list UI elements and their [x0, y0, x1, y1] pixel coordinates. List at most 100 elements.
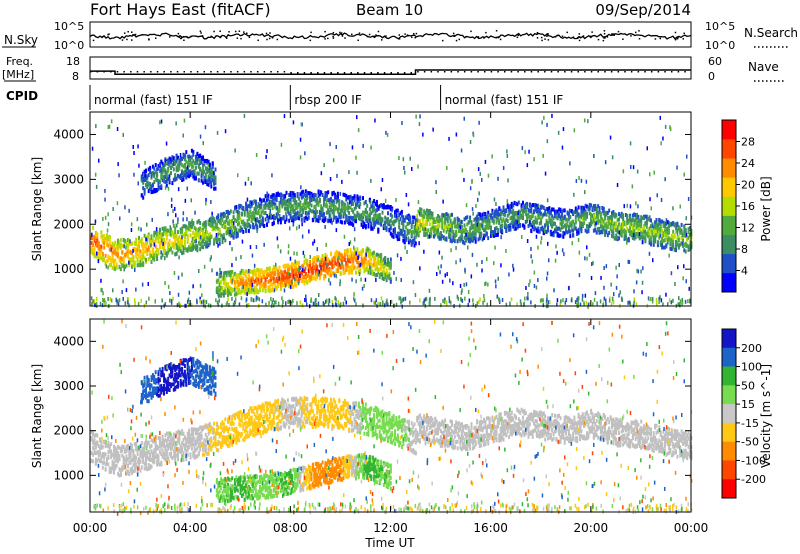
scatter-cell	[154, 230, 157, 235]
scatter-cell	[185, 175, 188, 180]
scatter-cell	[516, 202, 519, 207]
scatter-cell	[446, 213, 449, 218]
scatter-cell	[252, 222, 255, 227]
scatter-cell	[335, 206, 338, 211]
scatter-cell	[174, 159, 177, 164]
scatter-cell	[650, 224, 652, 229]
scatter-cell	[249, 280, 252, 285]
scatter-cell	[151, 183, 154, 188]
noise-search-point	[131, 39, 133, 41]
scatter-cell	[267, 288, 270, 293]
scatter-cell	[204, 233, 207, 238]
scatter-cell	[588, 211, 591, 216]
scatter-cell	[385, 278, 388, 283]
scatter-cell	[346, 208, 349, 213]
scatter-cell	[284, 280, 287, 285]
scatter-cell	[673, 222, 676, 227]
scatter-cell	[672, 235, 675, 240]
scatter-cell	[270, 277, 273, 282]
scatter-cell	[100, 244, 103, 249]
scatter-cell	[167, 160, 170, 165]
scatter-cell	[217, 291, 220, 296]
scatter-cell	[357, 196, 360, 201]
scatter-cell	[474, 224, 477, 229]
scatter-cell	[316, 273, 319, 278]
noise-search-point	[200, 32, 202, 34]
scatter-cell	[318, 272, 321, 277]
scatter-cell	[157, 182, 160, 187]
scatter-cell	[590, 222, 593, 227]
scatter-cell	[640, 230, 643, 235]
scatter-cell	[481, 268, 483, 273]
scatter-cell	[197, 154, 200, 159]
scatter-cell	[186, 186, 188, 191]
nave-point	[483, 71, 486, 73]
scatter-cell	[368, 249, 371, 254]
scatter-cell	[641, 280, 644, 285]
scatter-cell	[284, 219, 287, 224]
scatter-cell	[211, 218, 214, 222]
scatter-cell	[242, 271, 245, 276]
scatter-cell	[299, 213, 302, 218]
scatter-cell	[197, 233, 200, 237]
scatter-cell	[580, 205, 583, 210]
noise-search-point	[499, 38, 502, 41]
scatter-cell	[264, 217, 267, 222]
scatter-cell	[160, 175, 163, 180]
scatter-cell	[384, 198, 387, 203]
scatter-cell	[581, 209, 584, 214]
scatter-cell	[278, 281, 281, 286]
scatter-cell	[650, 242, 652, 247]
scatter-cell	[206, 170, 209, 174]
scatter-cell	[485, 231, 488, 236]
scatter-cell	[552, 221, 555, 226]
scatter-cell	[651, 230, 654, 235]
scatter-cell	[257, 210, 260, 215]
nave-point	[323, 72, 326, 74]
scatter-cell	[581, 224, 584, 228]
scatter-cell	[138, 241, 140, 246]
scatter-cell	[186, 154, 189, 159]
scatter-cell	[143, 191, 146, 196]
scatter-cell	[135, 251, 138, 256]
scatter-cell	[183, 235, 186, 240]
scatter-cell	[192, 222, 195, 227]
scatter-cell	[313, 205, 316, 209]
scatter-cell	[151, 250, 154, 255]
scatter-cell	[268, 212, 271, 217]
scatter-cell	[537, 213, 540, 217]
scatter-cell	[318, 293, 320, 297]
scatter-cell	[325, 210, 328, 215]
scatter-cell	[306, 211, 309, 216]
nave-point	[637, 71, 640, 73]
scatter-cell	[343, 257, 346, 262]
scatter-cell	[122, 261, 125, 266]
scatter-cell	[325, 269, 328, 274]
scatter-cell	[389, 212, 392, 217]
scatter-cell	[629, 226, 632, 231]
scatter-cell	[321, 210, 324, 215]
scatter-cell	[214, 175, 217, 180]
scatter-cell	[378, 206, 380, 211]
scatter-cell	[352, 217, 355, 222]
scatter-cell	[320, 190, 323, 195]
scatter-cell	[360, 218, 363, 223]
scatter-cell	[538, 229, 541, 234]
scatter-cell	[687, 244, 690, 249]
scatter-cell	[655, 233, 658, 238]
scatter-cell	[181, 176, 184, 181]
scatter-cell	[235, 291, 238, 296]
scatter-cell	[410, 225, 413, 230]
scatter-cell	[342, 192, 345, 197]
scatter-cell	[476, 214, 479, 219]
scatter-cell	[108, 239, 111, 244]
scatter-cell	[506, 203, 509, 208]
scatter-cell	[665, 226, 668, 231]
scatter-cell	[334, 192, 337, 197]
scatter-cell	[236, 289, 239, 294]
scatter-cell	[512, 217, 515, 222]
scatter-cell	[515, 211, 517, 216]
scatter-cell	[643, 230, 645, 235]
scatter-cell	[323, 267, 325, 272]
scatter-cell	[206, 182, 209, 186]
